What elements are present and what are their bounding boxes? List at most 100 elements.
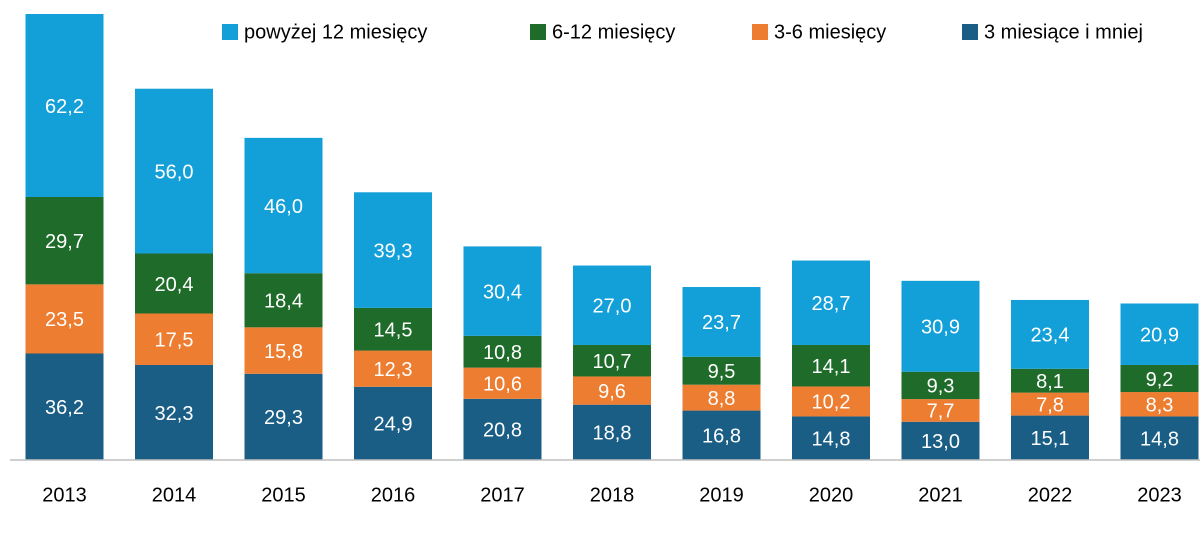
value-label: 13,0 (921, 431, 960, 453)
value-label: 56,0 (155, 161, 194, 183)
bar-segment (901, 421, 980, 460)
bar-segment (792, 386, 870, 417)
bar-segment (901, 371, 980, 400)
value-label: 9,3 (927, 376, 955, 398)
value-label: 14,8 (1140, 429, 1179, 451)
legend-swatch (752, 24, 768, 40)
legend-label: 6-12 miesięcy (552, 21, 675, 43)
x-tick-label: 2017 (480, 484, 525, 506)
bar-segment (354, 386, 432, 460)
bar-segment (901, 399, 980, 422)
value-label: 23,5 (45, 309, 84, 331)
bar-segment (244, 273, 323, 328)
x-tick-label: 2018 (590, 484, 635, 506)
value-label: 28,7 (812, 293, 851, 315)
x-tick-label: 2022 (1028, 484, 1073, 506)
bar-segment (463, 246, 542, 336)
bar-segment (135, 88, 213, 254)
value-label: 15,8 (264, 341, 303, 363)
bar-segment (244, 327, 323, 374)
bar-segment (25, 196, 104, 285)
value-label: 20,8 (483, 420, 522, 442)
value-label: 18,8 (593, 423, 632, 445)
bar-segment (244, 373, 323, 460)
bar-segment (682, 356, 761, 385)
value-label: 14,8 (812, 429, 851, 451)
bar-segment (792, 416, 870, 460)
bar-segment (1011, 299, 1089, 369)
value-label: 8,8 (708, 388, 736, 410)
value-label: 12,3 (374, 359, 413, 381)
value-label: 9,6 (598, 381, 626, 403)
bar-segment (682, 410, 761, 460)
bar-segment (682, 287, 761, 357)
x-tick-label: 2015 (261, 484, 306, 506)
bar-segment (135, 364, 213, 460)
bar-segment (244, 137, 323, 274)
value-label: 7,7 (927, 401, 955, 423)
value-label: 62,2 (45, 96, 84, 118)
value-label: 8,3 (1146, 395, 1174, 417)
bar-segment (25, 284, 104, 354)
value-label: 30,9 (921, 317, 960, 339)
x-tick-label: 2020 (809, 484, 854, 506)
bar-segment (1120, 364, 1199, 393)
bar-segment (25, 353, 104, 460)
value-label: 17,5 (155, 330, 194, 352)
value-label: 36,2 (45, 397, 84, 419)
value-label: 9,2 (1146, 369, 1174, 391)
value-label: 20,9 (1140, 325, 1179, 347)
x-tick-label: 2019 (699, 484, 744, 506)
x-tick-label: 2013 (42, 484, 87, 506)
legend-swatch (222, 24, 238, 40)
bar-segment (682, 384, 761, 411)
bar-segment (1120, 303, 1199, 365)
value-label: 10,2 (812, 392, 851, 414)
legend-label: 3 miesiące i mniej (984, 21, 1143, 43)
value-label: 23,4 (1031, 325, 1070, 347)
value-label: 39,3 (374, 240, 413, 262)
value-label: 10,6 (483, 373, 522, 395)
value-label: 16,8 (702, 426, 741, 448)
bar-segment (463, 398, 542, 460)
legend-label: powyżej 12 miesięcy (244, 21, 427, 43)
value-label: 29,7 (45, 231, 84, 253)
x-tick-label: 2023 (1137, 484, 1182, 506)
value-label: 30,4 (483, 281, 522, 303)
bar-segment (1120, 392, 1199, 417)
bar-segment (135, 313, 213, 365)
bar-segment (354, 350, 432, 387)
legend-label: 3-6 miesięcy (774, 21, 886, 43)
value-label: 9,5 (708, 361, 736, 383)
bar-segment (1011, 368, 1089, 393)
bar-segment (901, 280, 980, 372)
bar-segment (354, 192, 432, 308)
value-label: 24,9 (374, 414, 413, 436)
value-label: 8,1 (1036, 371, 1064, 393)
bar-segment (1011, 415, 1089, 460)
value-label: 32,3 (155, 403, 194, 425)
bar-segment (792, 344, 870, 387)
value-label: 15,1 (1031, 428, 1070, 450)
value-label: 29,3 (264, 407, 303, 429)
bar-segment (135, 253, 213, 314)
value-label: 18,4 (264, 291, 303, 313)
value-label: 20,4 (155, 274, 194, 296)
bar-segment (463, 367, 542, 399)
value-label: 7,8 (1036, 394, 1064, 416)
x-tick-label: 2016 (371, 484, 416, 506)
bar-segment (792, 260, 870, 345)
bar-segment (573, 344, 651, 377)
x-tick-label: 2021 (918, 484, 963, 506)
legend-swatch (530, 24, 546, 40)
value-label: 14,1 (812, 356, 851, 378)
bar-segment (463, 335, 542, 368)
bar-segment (1011, 392, 1089, 416)
bar-segment (354, 307, 432, 351)
x-tick-label: 2014 (152, 484, 197, 506)
value-label: 10,8 (483, 342, 522, 364)
legend-swatch (962, 24, 978, 40)
value-label: 46,0 (264, 196, 303, 218)
bar-segment (573, 376, 651, 405)
